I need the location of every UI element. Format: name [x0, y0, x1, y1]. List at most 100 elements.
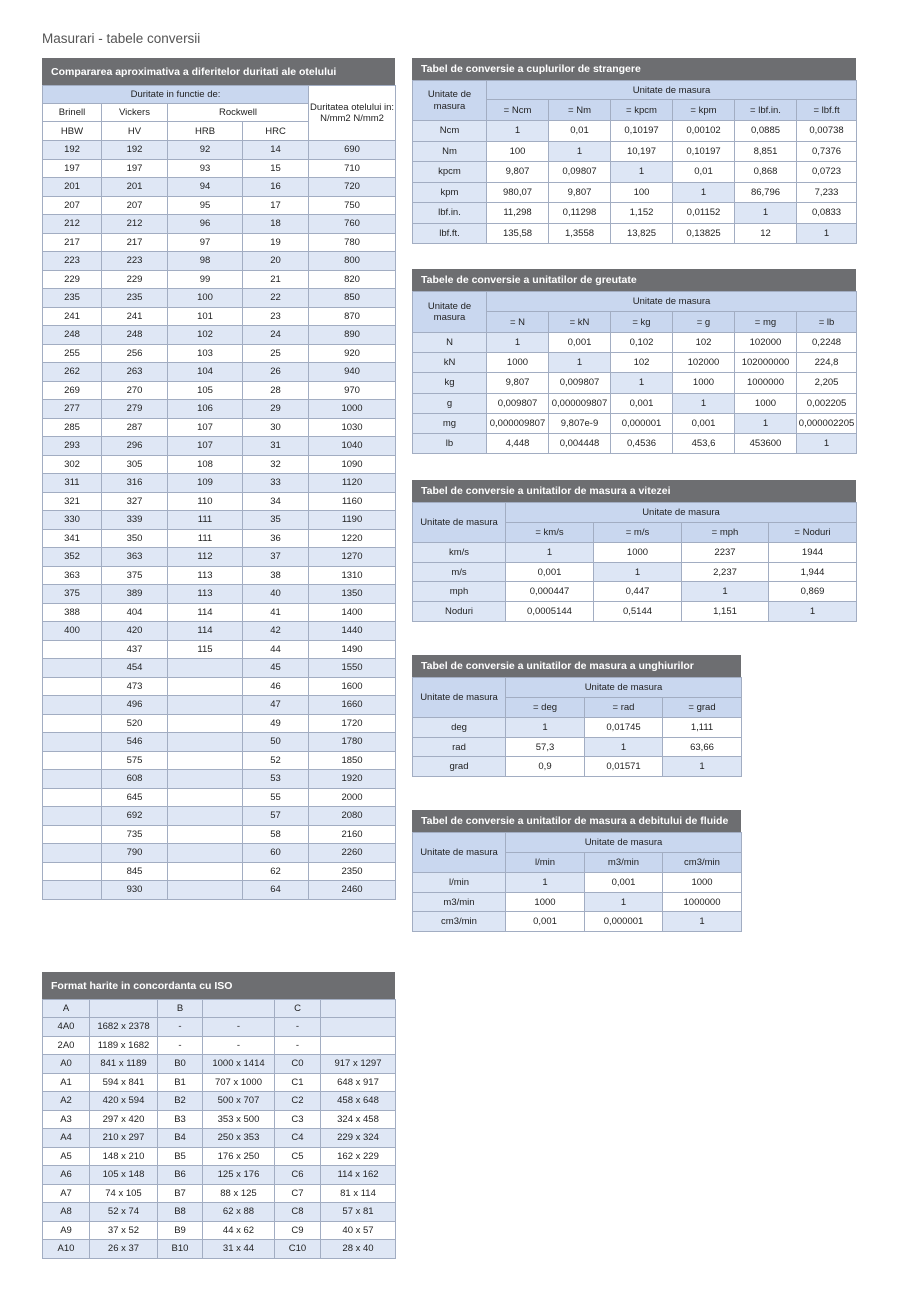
- table-cell: C8: [274, 1202, 321, 1222]
- table-cell: 112: [167, 547, 243, 567]
- table-row: 241 241 101 23 870: [42, 306, 397, 326]
- table-cell: 388: [42, 602, 102, 622]
- table-cell: 0,01745: [584, 717, 663, 738]
- table-cell: 750: [308, 195, 397, 215]
- table-cell: 608: [101, 769, 168, 789]
- table-cell: A0: [42, 1054, 90, 1074]
- table-cell: 13,825: [610, 222, 673, 244]
- table-cell: 24: [241, 325, 310, 345]
- column-header: HRB: [167, 121, 243, 141]
- column-header: = kpm: [672, 99, 735, 121]
- table-row: A7 74 x 105 B7 88 x 125 C7 81 x 114: [42, 1183, 396, 1203]
- table-cell: A10: [42, 1239, 90, 1259]
- table-cell: 841 x 1189: [89, 1054, 158, 1074]
- table-row: 212 212 96 18 760: [42, 214, 397, 234]
- table-cell: 125 x 176: [202, 1165, 275, 1185]
- table-cell: B5: [157, 1146, 203, 1166]
- table-cell: 870: [308, 306, 397, 326]
- table-cell: 363: [42, 565, 102, 585]
- table-cell: 217: [101, 232, 168, 252]
- table-cell: [42, 658, 102, 678]
- row-label: Ncm: [412, 120, 487, 142]
- table-row: 608 53 1920: [42, 769, 397, 789]
- table-row: A B C: [42, 999, 396, 1018]
- table-cell: 692: [101, 806, 168, 826]
- table-row: mg 0,000009807 9,807e-9 0,000001 0,001 1 0,000…: [412, 412, 858, 434]
- column-header: = lbf.in.: [734, 99, 797, 121]
- table-cell: A4: [42, 1128, 90, 1148]
- table-cell: 1000: [734, 392, 797, 414]
- table-cell: 11,298: [486, 202, 549, 224]
- table-body: Duritate in functie de: Duritatea otelulu…: [41, 85, 397, 900]
- table-cell: 0,000001: [584, 911, 663, 933]
- table-cell: 1: [486, 120, 549, 142]
- table-cell: [320, 1017, 396, 1037]
- table-cell: 820: [308, 269, 397, 289]
- table-cell: 212: [42, 214, 102, 234]
- table-cell: 105: [167, 380, 243, 400]
- table-cell: 102: [610, 352, 673, 374]
- table-cell: C10: [274, 1239, 321, 1259]
- column-header: = Noduri: [768, 522, 857, 543]
- table-cell: 33: [241, 473, 310, 493]
- table-title: Tabel de conversie a unitatilor de masur…: [412, 655, 741, 677]
- table-row: 375 389 113 40 1350: [42, 584, 397, 604]
- table-cell: 575: [101, 750, 168, 770]
- table-cell: B0: [157, 1054, 203, 1074]
- table-cell: 2080: [308, 806, 397, 826]
- table-cell: 9,807e-9: [548, 412, 611, 434]
- table-row: 277 279 106 29 1000: [42, 399, 397, 419]
- table-row: N 1 0,001 0,102 102 102000 0,2248: [412, 331, 858, 354]
- table-cell: 21: [241, 269, 310, 289]
- table-cell: 1000: [505, 891, 585, 913]
- table-cell: 38: [241, 565, 310, 585]
- table-cell: 970: [308, 380, 397, 400]
- table-cell: 235: [101, 288, 168, 308]
- table-cell: 263: [101, 362, 168, 382]
- table-cell: 1: [672, 392, 735, 414]
- table-cell: C5: [274, 1146, 321, 1166]
- table-cell: 109: [167, 473, 243, 493]
- table-cell: 0,001: [672, 412, 735, 434]
- table-cell: 88 x 125: [202, 1183, 275, 1203]
- table-cell: A7: [42, 1183, 90, 1203]
- table-cell: 12: [734, 222, 797, 244]
- table-cell: 58: [241, 824, 310, 844]
- table-row: 285 287 107 30 1030: [42, 417, 397, 437]
- table-cell: 546: [101, 732, 168, 752]
- table-cell: [167, 861, 243, 881]
- table-cell: 111: [167, 510, 243, 530]
- table-cell: 454: [101, 658, 168, 678]
- table-cell: 930: [101, 880, 168, 900]
- table-cell: 0,001: [505, 911, 585, 933]
- table-cell: B4: [157, 1128, 203, 1148]
- table-cell: 1040: [308, 436, 397, 456]
- table-cell: 1,151: [681, 601, 769, 622]
- column-header: = rad: [584, 697, 663, 718]
- table-cell: [167, 769, 243, 789]
- table-row: = km/s = m/s = mph = Noduri: [413, 522, 857, 543]
- table-row: 645 55 2000: [42, 787, 397, 807]
- table-cell: 113: [167, 584, 243, 604]
- row-label: lbf.ft.: [412, 222, 487, 244]
- table-row: 192 192 92 14 690: [42, 140, 397, 160]
- table-cell: 690: [308, 140, 397, 160]
- table-cell: 96: [167, 214, 243, 234]
- row-label: mg: [412, 412, 487, 434]
- table-cell: 0,13825: [672, 222, 735, 244]
- table-row: Unitate de masura Unitate de masura: [412, 502, 857, 543]
- table-cell: 0,01152: [672, 202, 735, 224]
- table-cell: 400: [42, 621, 102, 641]
- table-cell: -: [157, 1017, 203, 1037]
- column-header: C: [274, 999, 321, 1018]
- table-row: 352 363 112 37 1270: [42, 547, 397, 567]
- table-cell: 790: [101, 843, 168, 863]
- table-cell: 0,0885: [734, 120, 797, 142]
- table-cell: 102000000: [734, 352, 797, 374]
- table-cell: 1: [593, 561, 682, 583]
- table-row: m3/min 1000 1 1000000: [412, 891, 743, 913]
- table-cell: 0,000001: [610, 412, 673, 434]
- table-cell: 92: [167, 140, 243, 160]
- table-cell: 2A0: [42, 1035, 90, 1055]
- table-row: 363 375 113 38 1310: [42, 565, 397, 585]
